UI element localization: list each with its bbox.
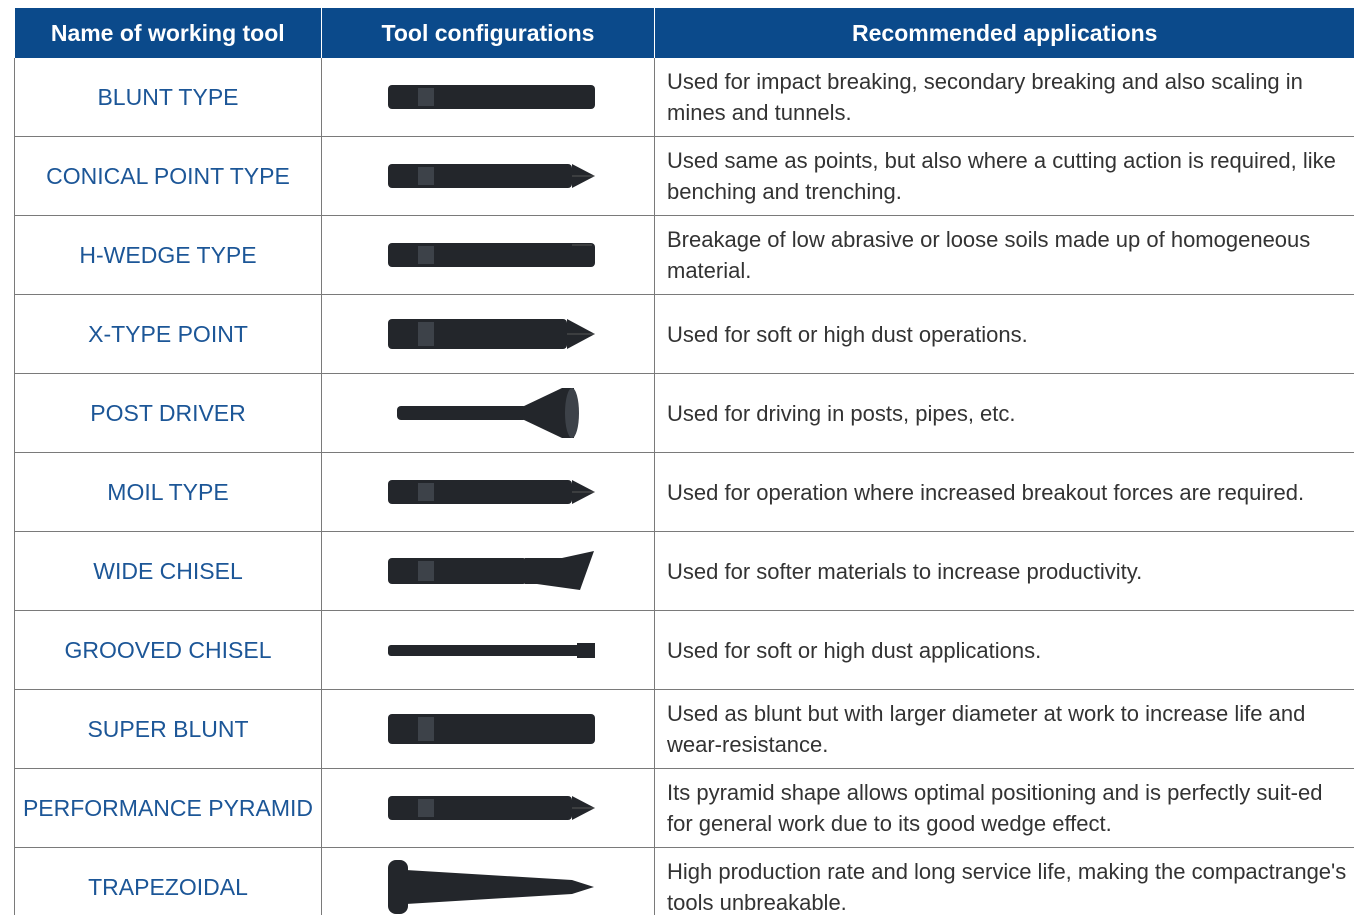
- tool-icon: [397, 388, 579, 438]
- tool-icon: [388, 860, 594, 914]
- table-row: TRAPEZOIDAL High production rate and long…: [14, 847, 1354, 915]
- table-row: BLUNT TYPE Used for impact breaking, seco…: [14, 58, 1354, 137]
- tool-application: Used for impact breaking, secondary brea…: [654, 58, 1354, 137]
- table-row: MOIL TYPE Used for operation where increa…: [14, 452, 1354, 532]
- tool-application: Used for driving in posts, pipes, etc.: [654, 373, 1354, 453]
- tool-image: [321, 373, 655, 453]
- tool-name: POST DRIVER: [14, 373, 322, 453]
- tool-name: GROOVED CHISEL: [14, 610, 322, 690]
- tool-application: Used for softer materials to increase pr…: [654, 531, 1354, 611]
- tools-table: Name of working tool Tool configurations…: [14, 8, 1354, 915]
- tool-application: High production rate and long service li…: [654, 847, 1354, 915]
- tool-name: SUPER BLUNT: [14, 689, 322, 769]
- table-row: PERFORMANCE PYRAMID Its pyramid shape all…: [14, 768, 1354, 848]
- tool-icon: [388, 480, 595, 504]
- tool-application: Used for soft or high dust applications.: [654, 610, 1354, 690]
- tool-icon: [388, 714, 595, 744]
- tool-icon: [388, 319, 595, 349]
- table-row: X-TYPE POINT Used for soft or high dust o…: [14, 294, 1354, 374]
- tool-image: [321, 610, 655, 690]
- tool-application: Used same as points, but also where a cu…: [654, 136, 1354, 216]
- table-row: CONICAL POINT TYPE Used same as points, b…: [14, 136, 1354, 216]
- tool-name: CONICAL POINT TYPE: [14, 136, 322, 216]
- table-row: POST DRIVER Used for driving in posts, pi…: [14, 373, 1354, 453]
- tool-image: [321, 294, 655, 374]
- table-row: SUPER BLUNT Used as blunt but with larger…: [14, 689, 1354, 769]
- tool-image: [321, 452, 655, 532]
- tool-icon: [388, 164, 595, 188]
- tool-icon: [388, 243, 595, 267]
- tool-application: Breakage of low abrasive or loose soils …: [654, 215, 1354, 295]
- tool-image: [321, 847, 655, 915]
- tool-icon: [388, 551, 594, 590]
- tool-application: Used for operation where increased break…: [654, 452, 1354, 532]
- tool-icon: [388, 796, 595, 820]
- header-cell: Recommended applications: [654, 8, 1354, 58]
- table-row: H-WEDGE TYPE Breakage of low abrasive or …: [14, 215, 1354, 295]
- tool-name: BLUNT TYPE: [14, 58, 322, 137]
- header-cell: Tool configurations: [321, 8, 655, 58]
- tool-name: PERFORMANCE PYRAMID: [14, 768, 322, 848]
- tool-name: WIDE CHISEL: [14, 531, 322, 611]
- tool-image: [321, 689, 655, 769]
- table-body: BLUNT TYPE Used for impact breaking, seco…: [14, 58, 1354, 915]
- tool-image: [321, 58, 655, 137]
- tool-application: Its pyramid shape allows optimal positio…: [654, 768, 1354, 848]
- table-row: GROOVED CHISEL Used for soft or high dust…: [14, 610, 1354, 690]
- tool-name: X-TYPE POINT: [14, 294, 322, 374]
- tool-application: Used as blunt but with larger diameter a…: [654, 689, 1354, 769]
- tool-image: [321, 136, 655, 216]
- tool-image: [321, 215, 655, 295]
- tool-name: H-WEDGE TYPE: [14, 215, 322, 295]
- tool-name: MOIL TYPE: [14, 452, 322, 532]
- tool-application: Used for soft or high dust operations.: [654, 294, 1354, 374]
- tool-icon: [388, 85, 595, 109]
- tool-icon: [388, 643, 595, 658]
- header-cell: Name of working tool: [14, 8, 322, 58]
- table-row: WIDE CHISEL Used for softer materials to …: [14, 531, 1354, 611]
- tool-image: [321, 531, 655, 611]
- header-row: Name of working tool Tool configurations…: [14, 8, 1354, 58]
- tool-image: [321, 768, 655, 848]
- tool-name: TRAPEZOIDAL: [14, 847, 322, 915]
